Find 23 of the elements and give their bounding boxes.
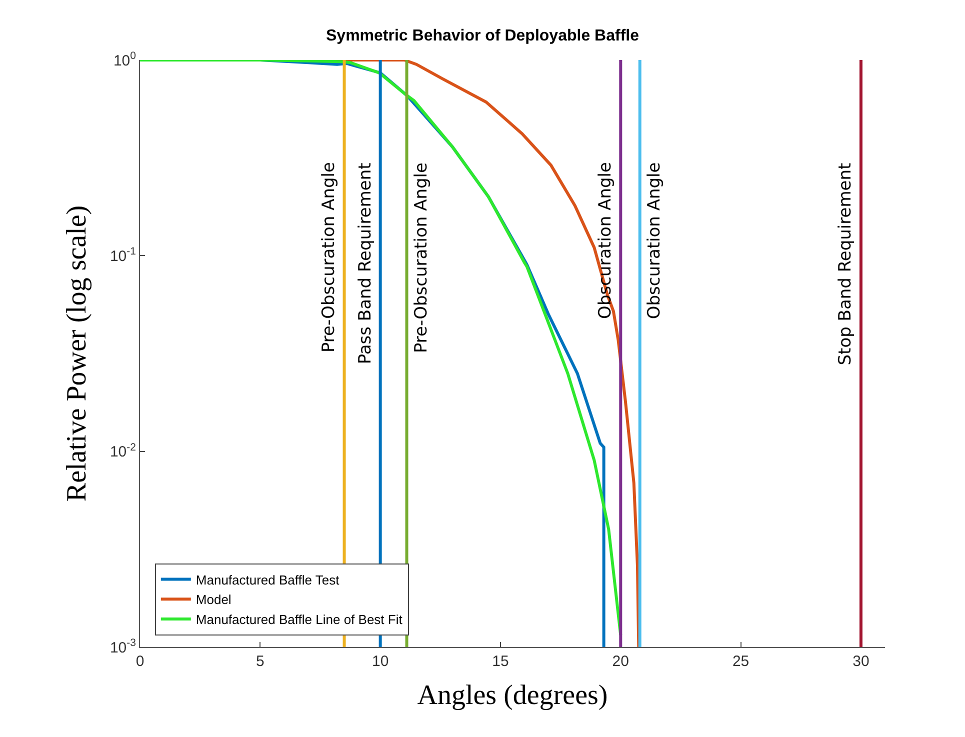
y-axis-title: Relative Power (log scale) xyxy=(62,205,93,502)
ref-line-label: Obscuration Angle xyxy=(595,162,616,319)
x-tick-label: 0 xyxy=(136,653,144,670)
ref-line-label: Stop Band Requirement xyxy=(836,162,856,366)
x-tick-label: 20 xyxy=(612,653,629,670)
x-tick-label: 5 xyxy=(256,653,264,670)
x-tick-label: 25 xyxy=(732,653,750,670)
y-tick-label: 10$^{-1}$ xyxy=(110,246,136,265)
ref-line-label: Pass Band Requirement xyxy=(356,162,376,364)
legend-label: Manufactured Baffle Test xyxy=(196,572,340,588)
x-axis-title: Angles (degrees) xyxy=(417,680,608,712)
ref-line-label: Pre-Obscuration Angle xyxy=(411,162,432,354)
y-tick-label: 10$^{-3}$ xyxy=(110,636,136,656)
x-tick-label: 15 xyxy=(492,653,509,670)
legend-label: Manufactured Baffle Line of Best Fit xyxy=(196,612,403,628)
x-tick-label: 10 xyxy=(372,653,389,670)
ref-line-label: Pre-Obscuration Angle xyxy=(318,162,339,353)
chart-title: Symmetric Behavior of Deployable Baffle xyxy=(326,28,640,45)
legend-label: Model xyxy=(196,592,232,608)
y-tick-label: 10$^{-2}$ xyxy=(110,441,136,461)
x-tick-label: 30 xyxy=(852,653,870,670)
y-tick-label: 10$^{0}$ xyxy=(113,50,136,70)
ref-line-label: Obscuration Angle xyxy=(644,162,665,320)
